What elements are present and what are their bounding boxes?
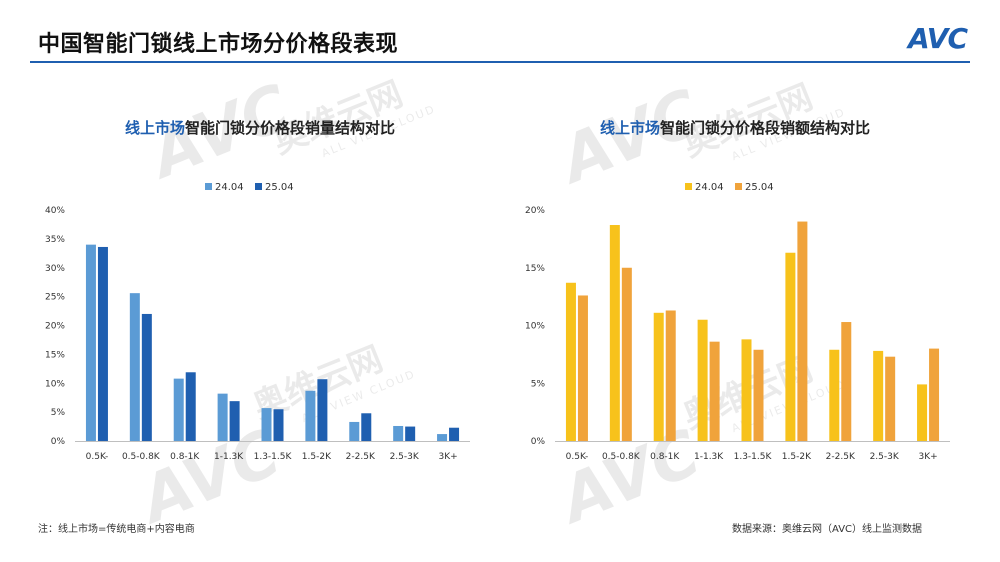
header: 中国智能门锁线上市场分价格段表现 AVC: [0, 0, 1000, 64]
legend-label: 25.04: [265, 182, 294, 193]
x-tick-label: 0.5K-: [86, 452, 109, 462]
y-tick-label: 20%: [525, 206, 545, 216]
x-tick-label: 3K+: [918, 452, 937, 462]
y-tick-label: 40%: [45, 206, 65, 216]
legend-label: 24.04: [695, 182, 724, 193]
chart-sales: 24.04 25.04 0% 5% 10% 15% 20% 0.5K- 0.5-0.8K 0.8-…: [525, 182, 950, 462]
x-tick-label: 2.5-3K: [390, 452, 420, 462]
bar-25.04-3K+: [449, 427, 460, 441]
x-tick-label: 1-1.3K: [694, 452, 724, 462]
y-tick-label: 5%: [51, 408, 66, 418]
bar-25.04-1.5-2K: [317, 379, 328, 441]
y-tick-label: 20%: [45, 322, 65, 332]
bar-24.04-0.8-1K: [173, 378, 184, 441]
bar-24.04-1.5-2K: [305, 390, 316, 441]
bar-24.04-1.3-1.5K: [261, 408, 272, 441]
bar-24.04-1-1.3K: [697, 319, 708, 441]
bar-25.04-1-1.3K: [229, 401, 240, 441]
bar-25.04-1.5-2K: [797, 221, 808, 441]
chart-title-volume: 线上市场智能门锁分价格段销量结构对比: [110, 117, 410, 138]
bar-25.04-1.3-1.5K: [753, 349, 764, 441]
avc-logo-text: AVC: [906, 22, 968, 55]
chart-title-highlight: 线上市场: [599, 119, 660, 137]
x-tick-label: 1.5-2K: [302, 452, 332, 462]
watermark-name: 奥维云网: [677, 77, 819, 166]
bar-24.04-1-1.3K: [217, 393, 228, 441]
x-tick-label: 0.5-0.8K: [602, 452, 641, 462]
bar-25.04-2.5-3K: [885, 356, 896, 441]
x-tick-label: 0.8-1K: [650, 452, 680, 462]
bar-25.04-0.5-0.8K: [141, 313, 152, 441]
legend-swatch-25.04: [255, 183, 262, 190]
y-tick-label: 5%: [531, 379, 546, 389]
x-tick-label: 0.5-0.8K: [122, 452, 161, 462]
legend-swatch-25.04: [735, 183, 742, 190]
bar-24.04-2.5-3K: [393, 425, 404, 441]
header-rule: [30, 61, 970, 63]
bar-24.04-0.5-0.8K: [609, 225, 620, 441]
bar-25.04-0.8-1K: [665, 310, 676, 441]
bar-24.04-0.5K-: [565, 282, 576, 441]
footnote: 注：线上市场=传统电商+内容电商: [38, 524, 195, 535]
bar-24.04-2-2.5K: [349, 421, 360, 441]
y-tick-label: 30%: [45, 264, 65, 274]
chart-title-highlight: 线上市场: [124, 119, 185, 137]
y-tick-label: 25%: [45, 293, 65, 303]
watermark-top-left-name: 奥维云网 ALL VIEW CLOUD: [264, 57, 437, 175]
chart-title-rest: 智能门锁分价格段销量结构对比: [185, 119, 396, 137]
legend-swatch-24.04: [205, 183, 212, 190]
bar-25.04-2-2.5K: [841, 322, 852, 441]
bar-25.04-1.3-1.5K: [273, 409, 284, 441]
bar-25.04-2.5-3K: [405, 426, 416, 441]
legend-swatch-24.04: [685, 183, 692, 190]
y-tick-label: 0%: [51, 437, 66, 447]
chart-title-rest: 智能门锁分价格段销额结构对比: [660, 119, 871, 137]
y-tick-label: 10%: [525, 322, 545, 332]
y-tick-label: 0%: [531, 437, 546, 447]
x-tick-label: 1-1.3K: [214, 452, 244, 462]
bar-25.04-0.5-0.8K: [621, 267, 632, 441]
x-tick-label: 3K+: [438, 452, 457, 462]
x-tick-label: 2-2.5K: [346, 452, 376, 462]
bar-25.04-1-1.3K: [709, 341, 720, 441]
data-source: 数据来源：奥维云网（AVC）线上监测数据: [732, 524, 923, 535]
x-tick-label: 1.5-2K: [782, 452, 812, 462]
bar-24.04-0.5-0.8K: [129, 293, 140, 441]
bar-24.04-0.8-1K: [653, 312, 664, 441]
page-title: 中国智能门锁线上市场分价格段表现: [38, 32, 399, 57]
y-tick-label: 15%: [525, 264, 545, 274]
bar-25.04-0.8-1K: [185, 372, 196, 441]
x-tick-label: 2-2.5K: [826, 452, 856, 462]
bar-24.04-3K+: [437, 434, 448, 441]
bar-25.04-3K+: [929, 348, 940, 441]
bar-24.04-0.5K-: [85, 244, 96, 441]
bar-24.04-1.5-2K: [785, 252, 796, 441]
y-tick-label: 15%: [45, 350, 65, 360]
x-tick-label: 1.3-1.5K: [734, 452, 773, 462]
legend-label: 25.04: [745, 182, 774, 193]
bar-24.04-2.5-3K: [873, 350, 884, 441]
bar-25.04-0.5K-: [97, 246, 108, 441]
x-tick-label: 0.8-1K: [170, 452, 200, 462]
bar-25.04-2-2.5K: [361, 413, 372, 441]
legend-label: 24.04: [215, 182, 244, 193]
bar-24.04-2-2.5K: [829, 349, 840, 441]
y-tick-label: 10%: [45, 379, 65, 389]
bar-25.04-0.5K-: [577, 295, 588, 441]
bar-24.04-3K+: [917, 384, 928, 441]
x-tick-label: 1.3-1.5K: [254, 452, 293, 462]
x-tick-label: 0.5K-: [566, 452, 589, 462]
avc-logo: AVC: [906, 22, 969, 55]
chart-volume: 24.04 25.04 0% 5% 10% 15% 20% 25% 30% 35% 40% 0.5K-…: [45, 182, 470, 462]
bar-24.04-1.3-1.5K: [741, 339, 752, 441]
y-tick-label: 35%: [45, 235, 65, 245]
x-tick-label: 2.5-3K: [870, 452, 900, 462]
watermark-name: 奥维云网: [267, 74, 409, 163]
chart-title-sales: 线上市场智能门锁分价格段销额结构对比: [585, 117, 885, 138]
